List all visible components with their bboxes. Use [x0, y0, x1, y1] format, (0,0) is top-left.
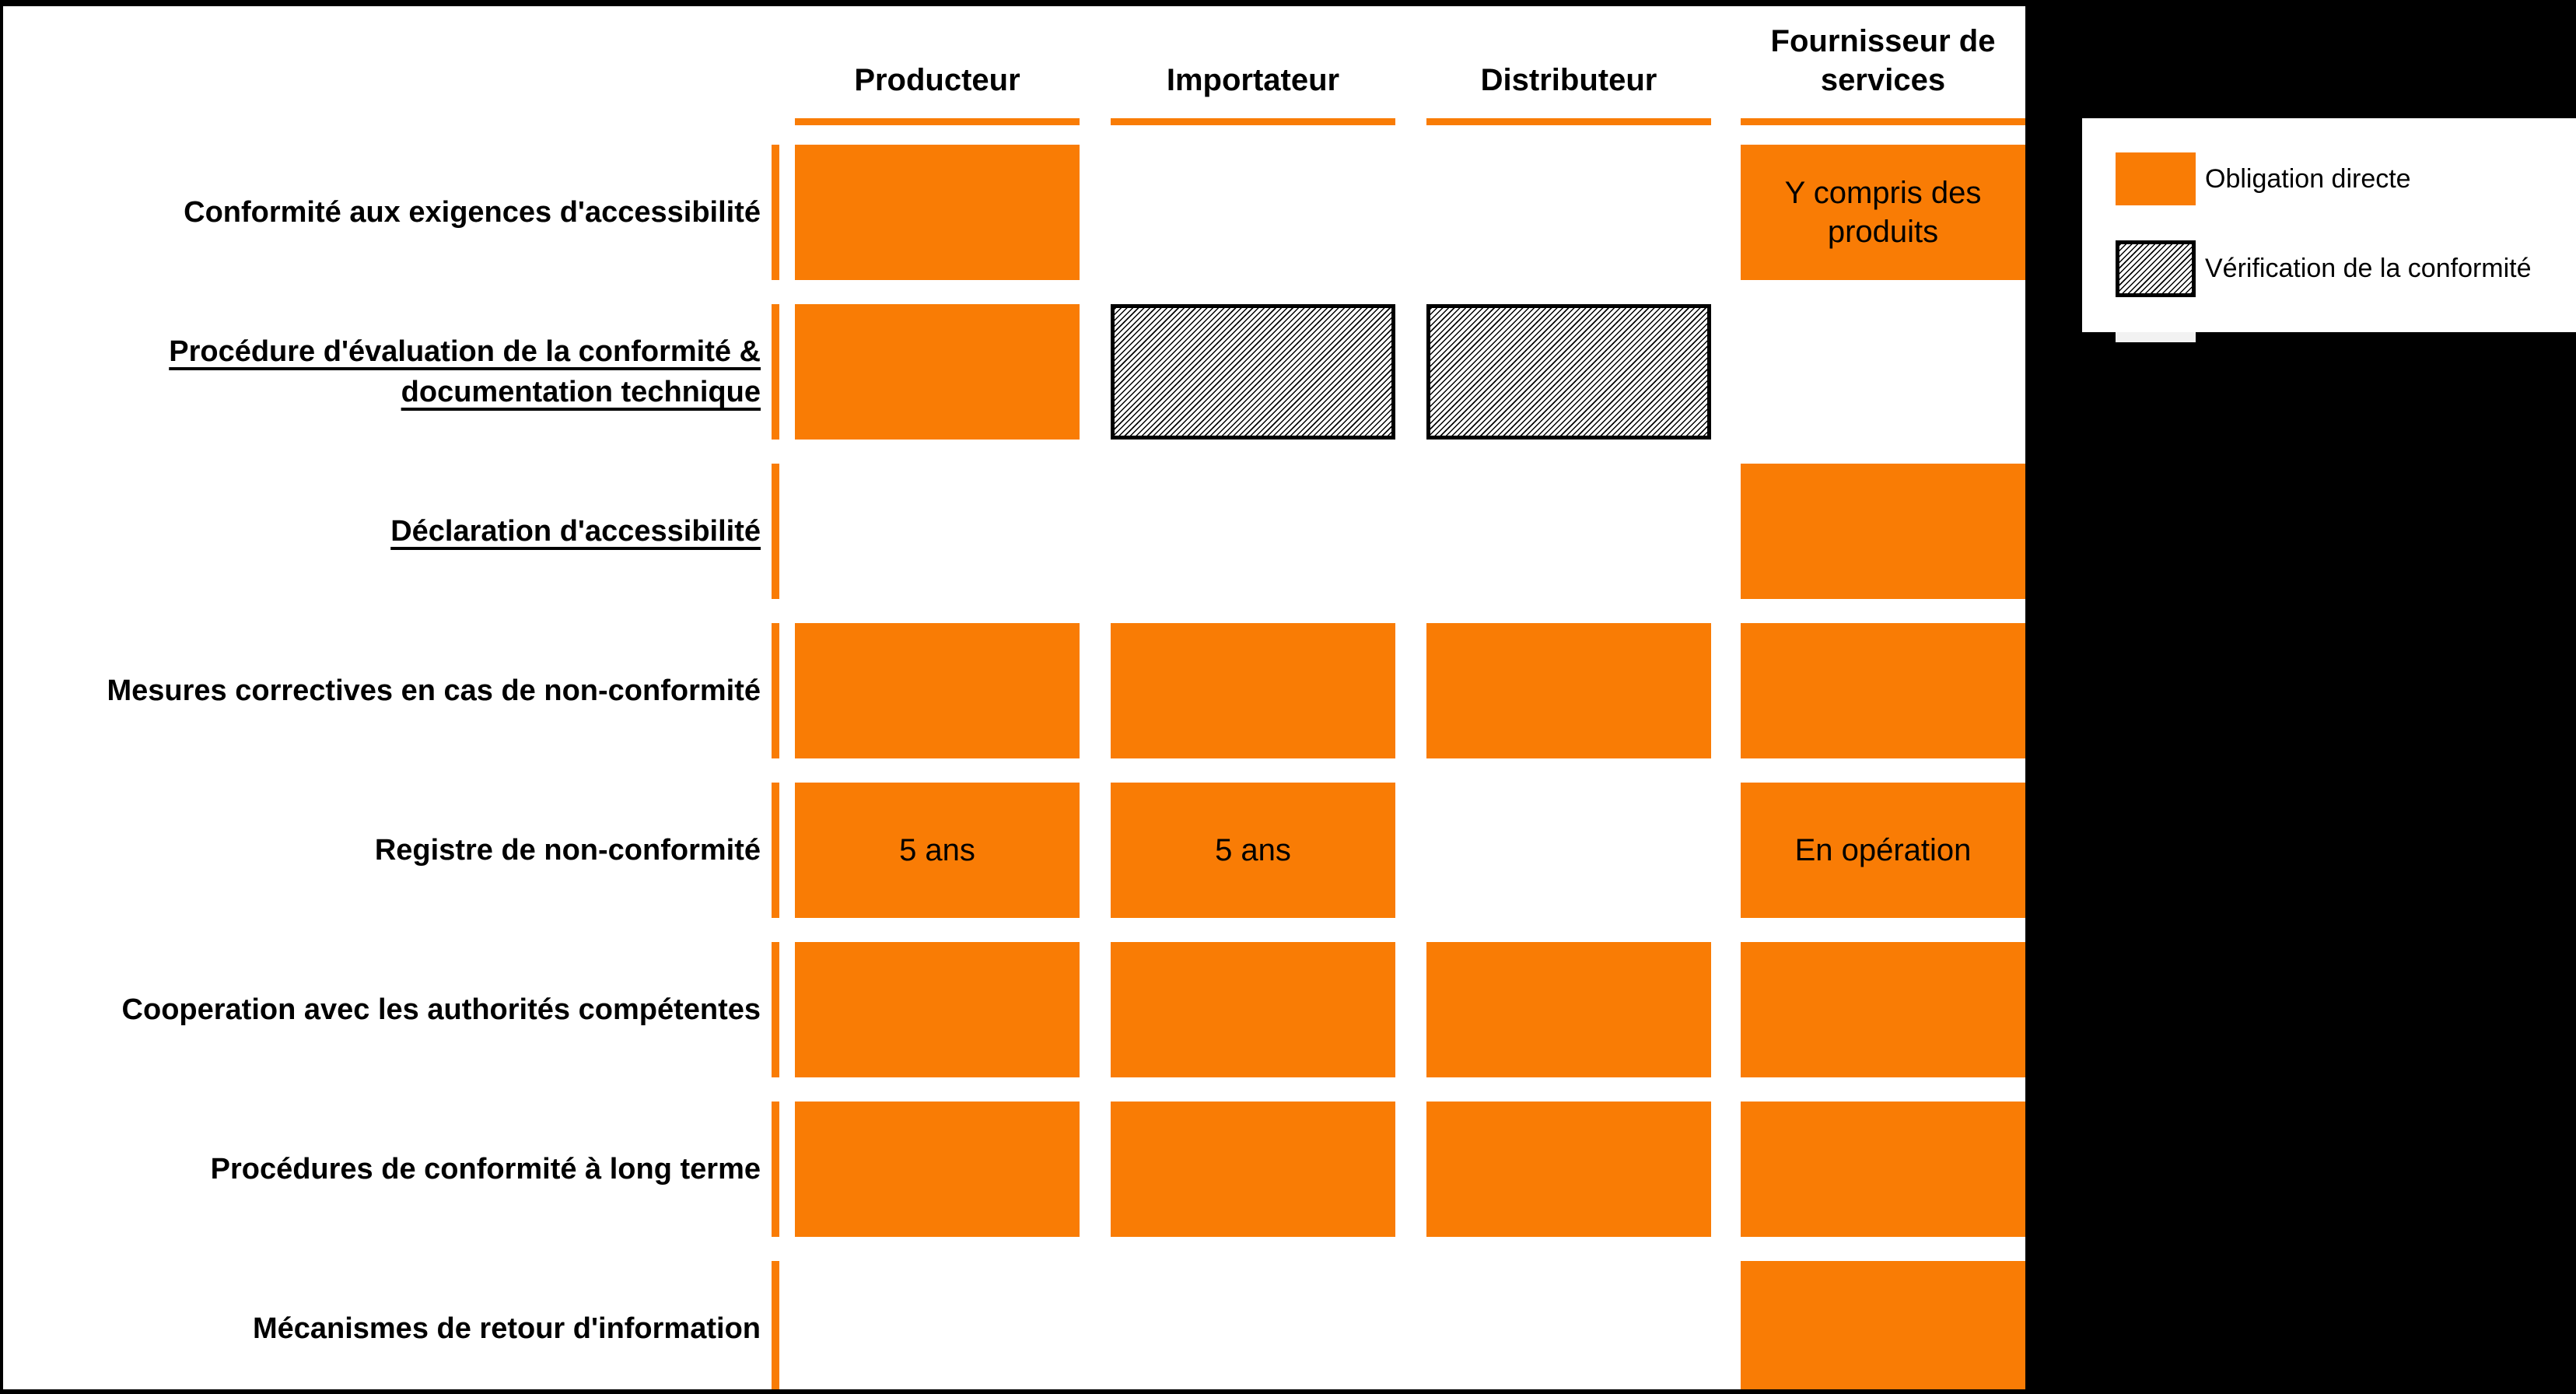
row-label-procedures-long-terme: Procédures de conformité à long terme [210, 1153, 761, 1186]
cell-r3-c4-direct [1741, 464, 2025, 599]
row-label-conformite-exigences: Conformité aux exigences d'accessibilité [184, 196, 761, 229]
cell-text: 5 ans [899, 833, 975, 867]
header-underline [795, 118, 1080, 125]
row-accent-bar [772, 304, 779, 440]
row-accent-bar [772, 783, 779, 918]
column-header-fournisseur-de-services: Fournisseur de services [1770, 24, 1996, 97]
cell-r4-c1-direct [795, 623, 1080, 758]
legend: Obligation directe Vérification de la co… [2082, 118, 2576, 332]
cell-r2-c3-verification [1426, 304, 1711, 440]
cell-r4-c3-direct [1426, 623, 1711, 758]
cell-r8-c4-direct [1741, 1261, 2025, 1389]
cell-r7-c4-direct [1741, 1102, 2025, 1237]
cell-r6-c4-direct [1741, 942, 2025, 1077]
row-label-cooperation: Cooperation avec les authorités compéten… [121, 993, 761, 1026]
cell-r5-c4-direct: En opération [1741, 783, 2025, 918]
header-underline [1426, 118, 1711, 125]
cell-r2-c2-verification [1111, 304, 1395, 440]
legend-swatch-verification-conformite [2116, 240, 2196, 297]
legend-swatch-obligation-directe [2116, 152, 2196, 205]
row-accent-bar [772, 623, 779, 758]
cell-r6-c3-direct [1426, 942, 1711, 1077]
row-label-declaration: Déclaration d'accessibilité [390, 515, 761, 548]
matrix-area: Producteur Importateur Distributeur Four… [107, 24, 2025, 1389]
cell-r7-c3-direct [1426, 1102, 1711, 1237]
row-accent-bar [772, 145, 779, 280]
column-header-distributeur: Distributeur [1480, 63, 1657, 97]
row-label-mesures-correctives: Mesures correctives en cas de non-confor… [107, 674, 761, 707]
row-label-registre: Registre de non-conformité [374, 834, 761, 867]
cell-r5-c2-direct: 5 ans [1111, 783, 1395, 918]
legend-label-obligation-directe: Obligation directe [2205, 163, 2411, 194]
cell-text: En opération [1794, 833, 1972, 867]
row-accent-bar [772, 1102, 779, 1237]
cell-r7-c2-direct [1111, 1102, 1395, 1237]
row-accent-bar [772, 942, 779, 1077]
cell-text: 5 ans [1215, 833, 1291, 867]
header-underline [1111, 118, 1395, 125]
legend-clipped-swatch [2116, 332, 2196, 342]
cell-r2-c1-direct [795, 304, 1080, 440]
cell-r1-c1-direct [795, 145, 1080, 280]
column-header-producteur: Producteur [854, 63, 1020, 97]
legend-label-verification-conformite: Vérification de la conformité [2205, 253, 2532, 283]
cell-r6-c1-direct [795, 942, 1080, 1077]
cell-text: Y compris des produits [1784, 176, 1982, 249]
cell-r1-c4-direct: Y compris des produits [1741, 145, 2025, 280]
cell-r7-c1-direct [795, 1102, 1080, 1237]
cell-r6-c2-direct [1111, 942, 1395, 1077]
cell-r4-c2-direct [1111, 623, 1395, 758]
header-underline [1741, 118, 2025, 125]
row-label-procedure-evaluation: Procédure d'évaluation de la conformité … [169, 335, 761, 408]
row-label-mecanismes-retour: Mécanismes de retour d'information [252, 1312, 761, 1345]
column-header-importateur: Importateur [1166, 63, 1340, 97]
cell-r4-c4-direct [1741, 623, 2025, 758]
row-accent-bar [772, 1261, 779, 1389]
cell-r5-c1-direct: 5 ans [795, 783, 1080, 918]
row-accent-bar [772, 464, 779, 599]
